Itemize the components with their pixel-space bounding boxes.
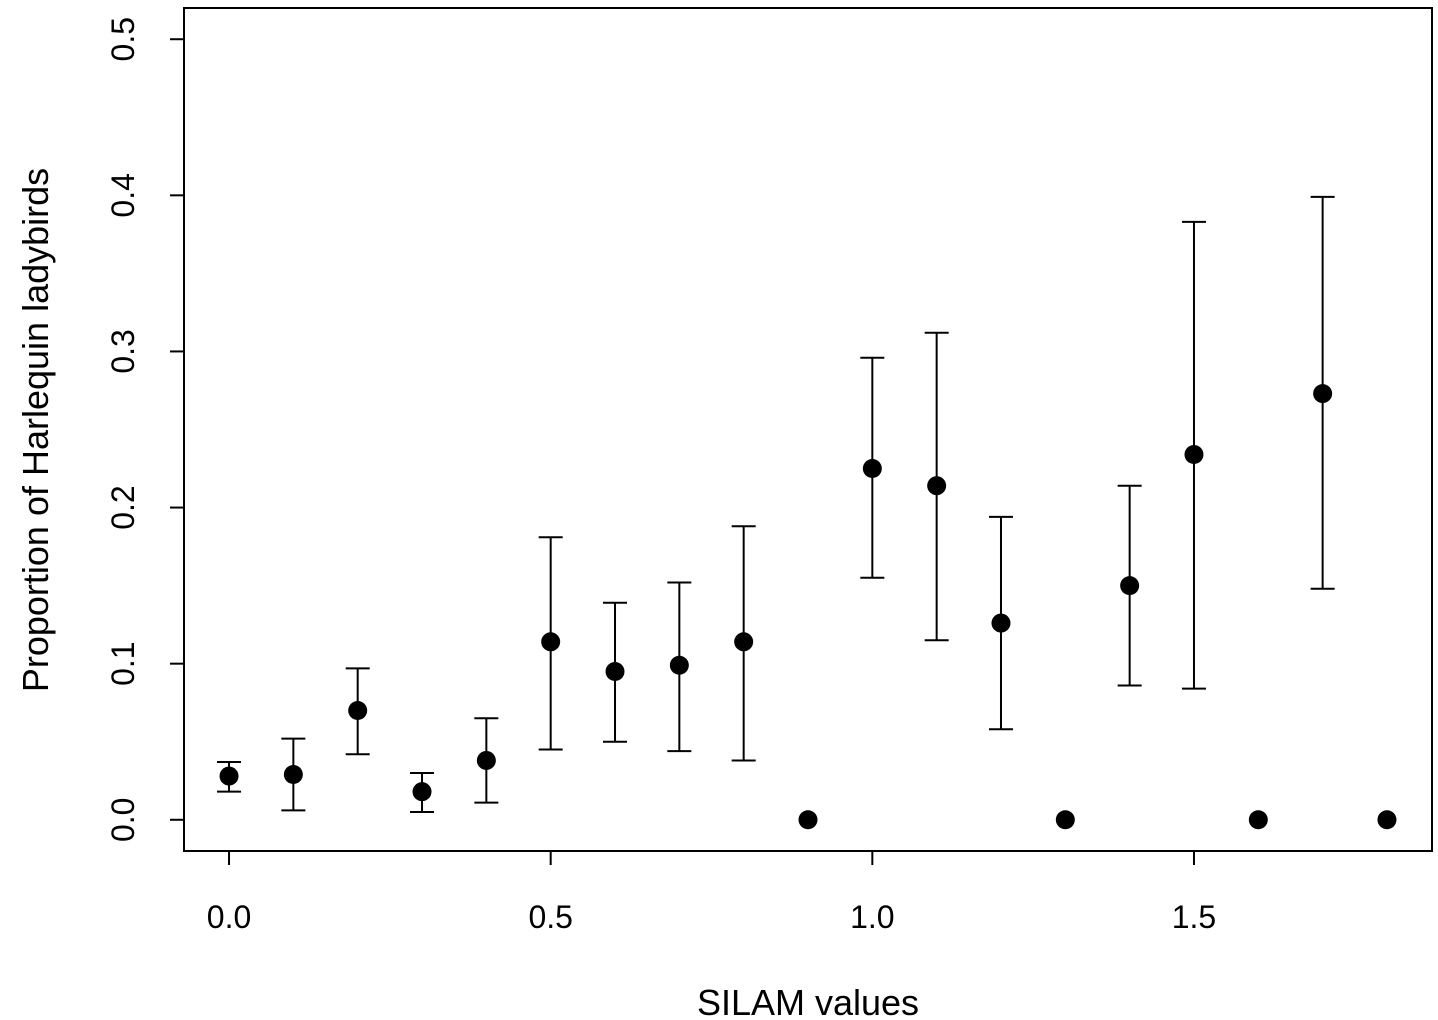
- plot-frame: [183, 7, 1433, 852]
- y-tick-label: 0.0: [105, 798, 141, 842]
- y-tick-label: 0.5: [105, 17, 141, 61]
- x-tick-label: 1.5: [1172, 899, 1216, 935]
- data-point: [1248, 810, 1268, 830]
- data-points: [219, 384, 1397, 830]
- data-point: [283, 765, 303, 785]
- x-tick-label: 0.5: [528, 899, 572, 935]
- y-tick-label: 0.4: [105, 173, 141, 217]
- y-axis: 0.0 0.1 0.2 0.3 0.4 0.5: [105, 17, 184, 842]
- data-point: [348, 701, 368, 720]
- data-point: [412, 782, 432, 802]
- data-point: [1377, 810, 1397, 830]
- data-point: [798, 810, 818, 830]
- y-tick-label: 0.1: [105, 641, 141, 685]
- data-point: [1055, 810, 1075, 830]
- data-point: [1184, 444, 1204, 464]
- data-point: [734, 632, 754, 652]
- x-tick-label: 1.0: [850, 899, 894, 935]
- data-point: [991, 613, 1011, 633]
- data-point: [862, 459, 882, 479]
- y-axis-label: Proportion of Harlequin ladybirds: [15, 168, 56, 692]
- x-tick-label: 0.0: [207, 899, 251, 935]
- data-point: [476, 750, 496, 770]
- data-point: [1313, 384, 1333, 404]
- data-point: [1120, 576, 1140, 596]
- y-tick-label: 0.2: [105, 485, 141, 529]
- x-axis-label: SILAM values: [697, 982, 919, 1020]
- error-bars: [217, 195, 1335, 813]
- data-point: [219, 766, 239, 786]
- x-axis: 0.0 0.5 1.0 1.5: [207, 851, 1216, 935]
- data-point: [669, 655, 689, 675]
- y-tick-label: 0.3: [105, 329, 141, 373]
- data-point: [927, 476, 947, 496]
- data-point: [605, 661, 625, 681]
- data-point: [541, 632, 561, 652]
